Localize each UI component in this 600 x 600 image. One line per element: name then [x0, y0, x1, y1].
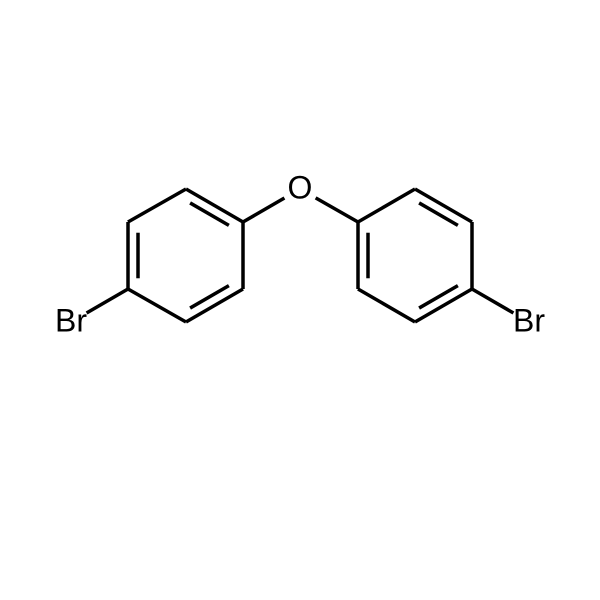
- bond: [316, 198, 358, 222]
- bond: [190, 286, 229, 308]
- bond: [419, 203, 458, 225]
- bond: [243, 198, 284, 222]
- bond: [358, 189, 415, 222]
- atom-label-br: Br: [55, 302, 87, 338]
- atom-label-o: O: [288, 169, 313, 205]
- bond: [472, 289, 513, 313]
- molecule-diagram: O Br Br: [0, 0, 600, 600]
- bond: [128, 289, 186, 322]
- bond: [358, 289, 415, 322]
- bond: [87, 289, 128, 313]
- bond: [190, 203, 229, 225]
- atom-label-br: Br: [513, 302, 545, 338]
- bond: [128, 189, 186, 222]
- bond: [419, 286, 458, 308]
